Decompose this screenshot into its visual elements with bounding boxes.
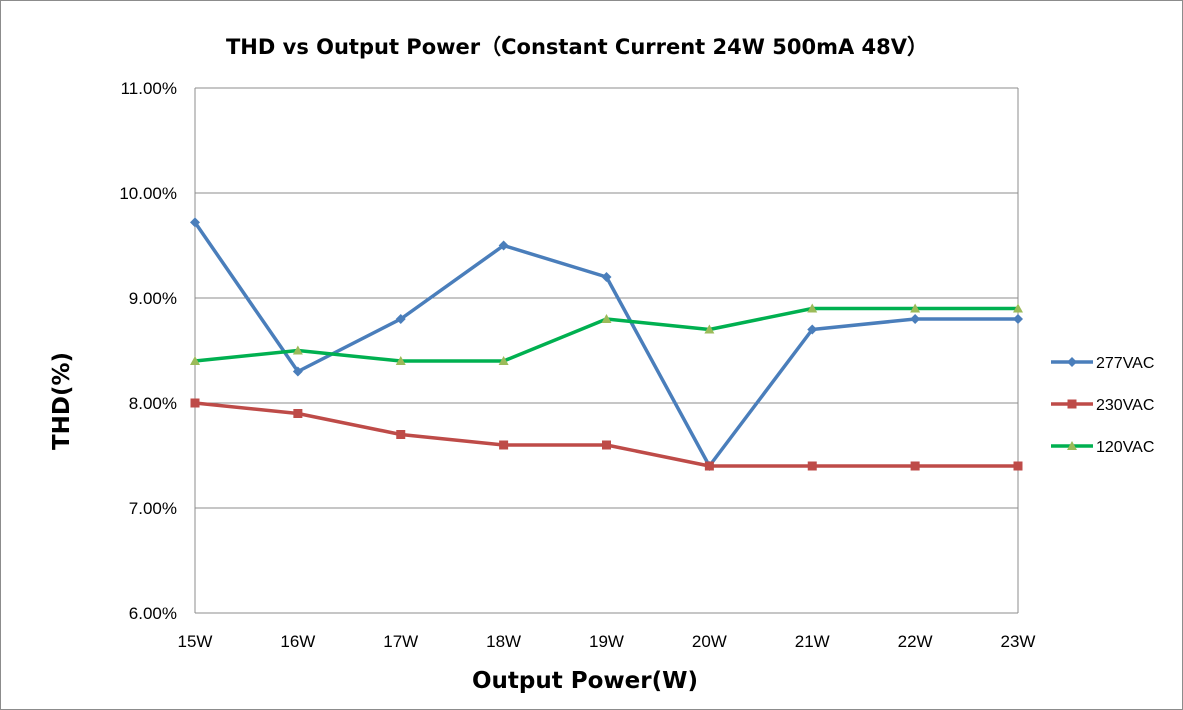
y-tick-label: 7.00% (129, 499, 177, 518)
data-point-230vac (499, 440, 509, 450)
x-tick-label: 21W (795, 632, 830, 651)
x-tick-label: 17W (383, 632, 418, 651)
data-point-277vac (910, 314, 921, 324)
x-tick-label: 15W (178, 632, 213, 651)
y-tick-label: 8.00% (129, 394, 177, 413)
legend-item-277vac: 277VAC (1051, 355, 1154, 372)
data-point-230vac (1013, 461, 1023, 471)
data-point-277vac (1013, 314, 1023, 324)
legend: 277VAC 230VAC 120VAC (1051, 355, 1154, 456)
series-line-277vac (193, 221, 1018, 468)
data-point-230vac (602, 440, 611, 450)
x-tick-label: 18W (486, 632, 521, 651)
x-tick-label: 16W (280, 632, 315, 651)
x-tick-label: 20W (692, 632, 727, 651)
series-line-230vac (194, 401, 1018, 468)
x-tick-label: 23W (1001, 632, 1036, 651)
legend-marker-277vac (1067, 357, 1077, 367)
series-layer (190, 217, 1023, 471)
data-point-277vac (190, 217, 200, 228)
data-point-120vac (292, 345, 303, 355)
legend-marker-230vac (1067, 399, 1077, 409)
data-point-230vac (190, 398, 200, 408)
data-point-120vac (601, 314, 612, 323)
data-point-120vac (1013, 303, 1023, 313)
data-point-277vac (807, 324, 818, 335)
y-tick-label: 11.00% (121, 79, 177, 98)
data-point-230vac (704, 461, 714, 471)
grid-layer (195, 87, 1018, 509)
data-point-120vac (498, 356, 509, 365)
x-tick-label: 22W (898, 632, 933, 651)
y-tick-label: 10.00% (119, 184, 177, 203)
data-point-120vac (807, 303, 818, 313)
legend-item-230vac: 230VAC (1051, 397, 1154, 414)
data-point-277vac (395, 314, 406, 324)
data-point-277vac (292, 366, 303, 377)
y-tick-label: 6.00% (129, 604, 177, 623)
legend-label-277vac: 277VAC (1096, 355, 1154, 372)
series-277vac (190, 217, 1023, 471)
series-230vac (190, 398, 1023, 471)
data-point-120vac (190, 356, 200, 365)
chart-title: THD vs Output Power（Constant Current 24W… (226, 35, 928, 59)
x-axis-title: Output Power(W) (472, 668, 698, 694)
legend-marker-120vac (1067, 441, 1077, 450)
data-point-277vac (601, 272, 612, 282)
data-point-277vac (498, 240, 509, 251)
data-point-230vac (807, 461, 817, 471)
data-point-120vac (910, 303, 921, 313)
data-point-120vac (395, 356, 406, 365)
y-axis-title: THD(%) (49, 352, 75, 450)
data-point-230vac (396, 430, 406, 439)
legend-label-230vac: 230VAC (1096, 397, 1154, 414)
y-tick-label: 9.00% (129, 289, 177, 308)
legend-label-120vac: 120VAC (1096, 439, 1154, 456)
legend-item-120vac: 120VAC (1051, 439, 1154, 456)
axis-layer: 6.00% 7.00% 8.00% 9.00% 10.00% 11.00% 15W 16W 17… (119, 79, 1035, 651)
data-point-120vac (704, 324, 715, 334)
series-120vac (190, 303, 1023, 365)
data-point-230vac (293, 409, 303, 418)
x-tick-label: 19W (589, 632, 624, 651)
data-point-230vac (910, 461, 920, 471)
